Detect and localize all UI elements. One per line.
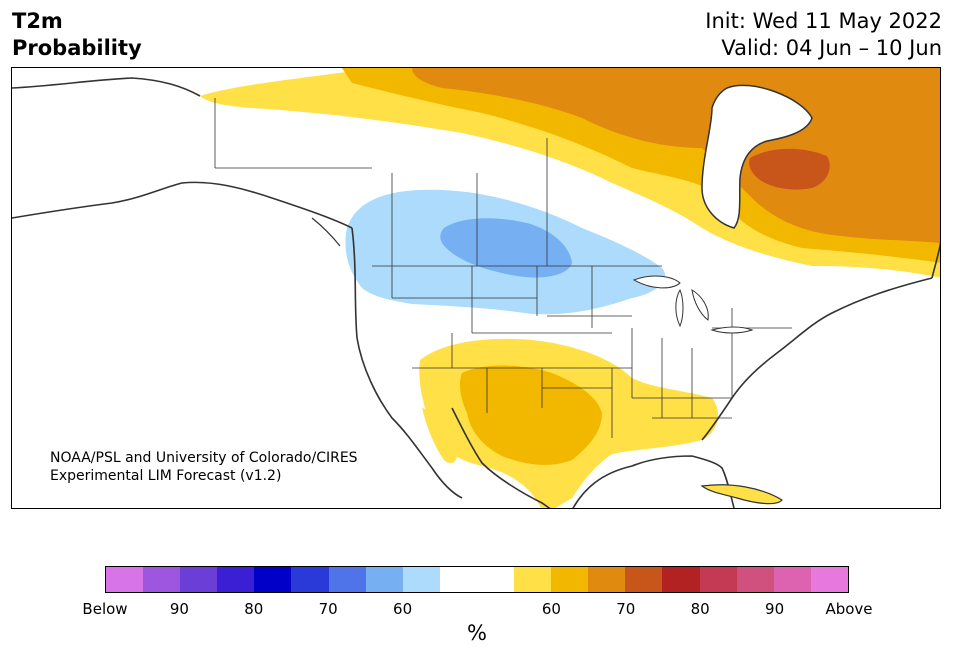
credit-line-1: NOAA/PSL and University of Colorado/CIRE… — [50, 450, 358, 466]
credit-line-2: Experimental LIM Forecast (v1.2) — [50, 468, 282, 484]
colorbar-tick-label: 70 — [616, 600, 636, 618]
colorbar-segment — [291, 567, 329, 592]
plains-mid-blue-region — [440, 218, 572, 278]
colorbar-unit-label: % — [467, 621, 487, 645]
forecast-dates: Init: Wed 11 May 2022 Valid: 04 Jun – 10… — [705, 8, 942, 62]
map-canvas — [12, 68, 940, 508]
colorbar-segment — [476, 567, 515, 592]
cuba — [700, 484, 783, 505]
probability-colorbar — [105, 566, 849, 593]
vancouver-island — [311, 217, 341, 247]
title-variable: T2m — [12, 9, 63, 33]
colorbar-segment — [551, 567, 589, 592]
colorbar-segment — [736, 567, 774, 592]
init-date: Init: Wed 11 May 2022 — [705, 9, 942, 33]
colorbar-segment — [328, 567, 366, 592]
quebec-dark-orange-region — [749, 148, 830, 190]
colorbar-segment — [662, 567, 700, 592]
colorbar-segment — [810, 567, 848, 592]
coastlines — [12, 77, 940, 508]
title-quantity: Probability — [12, 36, 142, 60]
colorbar-segment — [514, 567, 552, 592]
great-lakes — [632, 275, 754, 334]
colorbar-tick-label: 60 — [393, 600, 413, 618]
colorbar-tick-label: 90 — [169, 600, 189, 618]
colorbar-segment — [180, 567, 218, 592]
colorbar-segment — [365, 567, 403, 592]
colorbar-tick-label: 80 — [244, 600, 264, 618]
colorbar-segment — [217, 567, 255, 592]
valid-date: Valid: 04 Jun – 10 Jun — [721, 36, 942, 60]
colorbar-tick-label: 90 — [765, 600, 785, 618]
map-credit: NOAA/PSL and University of Colorado/CIRE… — [50, 449, 358, 485]
colorbar-segment — [254, 567, 292, 592]
colorbar-tick-label: Above — [825, 600, 873, 618]
colorbar-segment — [439, 567, 477, 592]
colorbar-tick-label: 70 — [318, 600, 338, 618]
colorbar-tick-label: 60 — [541, 600, 561, 618]
colorbar-segment — [773, 567, 811, 592]
colorbar-segment — [699, 567, 737, 592]
state-province-borders — [214, 98, 792, 438]
colorbar-tick-label: 80 — [690, 600, 710, 618]
probability-map: NOAA/PSL and University of Colorado/CIRE… — [11, 67, 941, 509]
colorbar-segment — [143, 567, 181, 592]
southwest-gold-region — [459, 365, 602, 465]
colorbar-segment — [588, 567, 626, 592]
hudson-bay — [701, 84, 813, 229]
colorbar-segment — [402, 567, 440, 592]
colorbar-segment — [106, 567, 144, 592]
map-title: T2m Probability — [12, 8, 142, 62]
mexico-yellow-region — [422, 408, 458, 464]
colorbar-tick-label: Below — [82, 600, 128, 618]
colorbar-segment — [625, 567, 663, 592]
